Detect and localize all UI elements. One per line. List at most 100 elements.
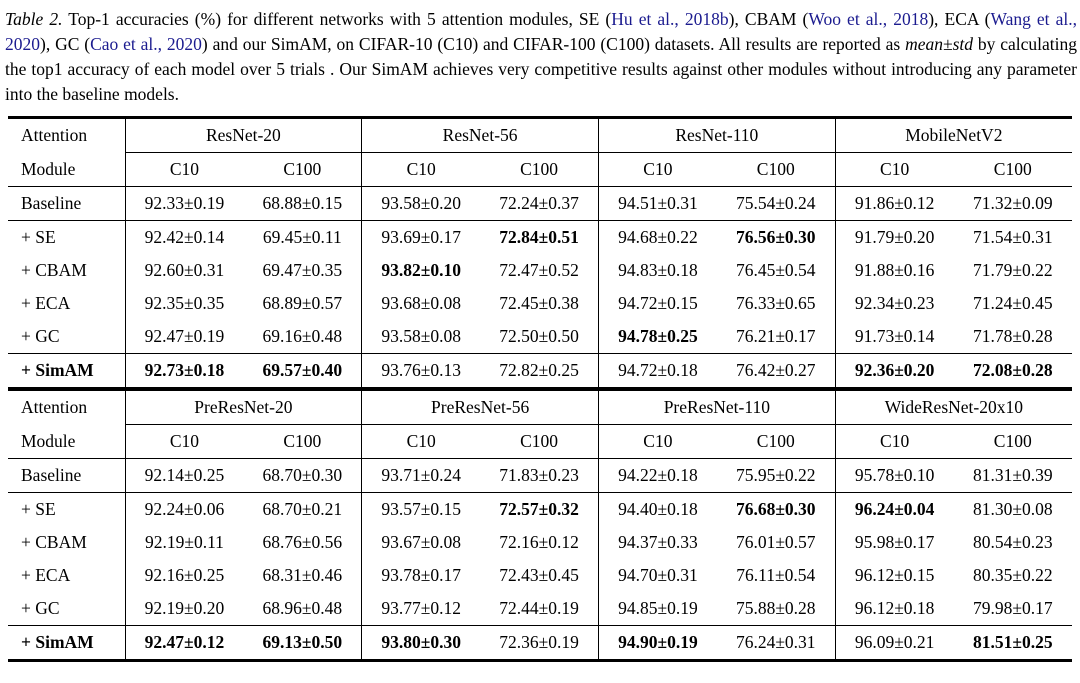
row-label: Baseline	[8, 186, 126, 221]
accuracy-cell: 96.09±0.21	[854, 632, 935, 652]
accuracy-cell: 75.88±0.28	[716, 592, 836, 626]
accuracy-cell: 81.51±0.25	[972, 632, 1053, 652]
row-label: + GC	[8, 592, 126, 626]
network-header-preresnet20: PreResNet-20	[125, 390, 363, 425]
accuracy-cell: 68.31±0.46	[243, 559, 363, 592]
table-row: + SE 92.42±0.14 69.45±0.11 93.69±0.17 72…	[8, 220, 1072, 254]
accuracy-cell: 68.70±0.21	[243, 492, 363, 526]
accuracy-cell: 72.50±0.50	[480, 320, 599, 354]
accuracy-cell: 94.37±0.33	[618, 532, 698, 552]
accuracy-cell: 80.54±0.23	[972, 532, 1053, 552]
accuracy-cell: 76.11±0.54	[716, 559, 836, 592]
table-caption: Table 2. Top-1 accuracies (%) for differ…	[0, 0, 1080, 112]
accuracy-cell: 68.89±0.57	[243, 287, 363, 320]
accuracy-cell: 75.95±0.22	[716, 458, 836, 493]
citation-link-hu-2018b[interactable]: Hu et al., 2018b	[611, 9, 729, 29]
caption-text: ), GC (	[40, 34, 91, 54]
subheader-c10: C10	[125, 152, 244, 187]
accuracy-cell: 93.80±0.30	[381, 632, 461, 652]
subheader-c100: C100	[243, 424, 363, 459]
subheader-c10: C10	[598, 152, 717, 187]
accuracy-cell: 94.70±0.31	[618, 565, 698, 585]
subheader-c10: C10	[361, 152, 481, 187]
subheader-c100: C100	[953, 152, 1072, 187]
table-row: + GC 92.47±0.19 69.16±0.48 93.58±0.08 72…	[8, 320, 1072, 354]
accuracy-cell: 92.47±0.19	[125, 320, 244, 354]
subheader-c10: C10	[361, 424, 481, 459]
row-label: + ECA	[8, 559, 126, 592]
accuracy-cell: 92.47±0.12	[144, 632, 225, 652]
accuracy-cell: 81.31±0.39	[953, 458, 1072, 493]
accuracy-cell: 71.78±0.28	[953, 320, 1072, 354]
accuracy-cell: 92.36±0.20	[854, 360, 935, 380]
accuracy-cell: 79.98±0.17	[953, 592, 1072, 626]
caption-text: Top-1 accuracies (%) for different netwo…	[62, 9, 612, 29]
accuracy-cell: 72.24±0.37	[480, 186, 599, 221]
accuracy-cell: 93.58±0.08	[361, 320, 481, 354]
accuracy-cell: 96.12±0.15	[854, 565, 935, 585]
subheader-c10: C10	[835, 424, 954, 459]
network-header-preresnet56: PreResNet-56	[361, 390, 599, 425]
table-row: + SimAM 92.73±0.18 69.57±0.40 93.76±0.13…	[8, 353, 1072, 388]
subheader-c100: C100	[716, 424, 836, 459]
accuracy-cell: 68.88±0.15	[243, 186, 363, 221]
network-header-mobilenetv2: MobileNetV2	[835, 117, 1072, 153]
row-label: + GC	[8, 320, 126, 354]
row-label: + CBAM	[8, 526, 126, 559]
row-label: + SimAM	[8, 625, 126, 661]
accuracy-cell: 76.01±0.57	[716, 526, 836, 559]
col-header-module: Module	[8, 424, 126, 459]
accuracy-cell: 92.60±0.31	[144, 260, 225, 280]
accuracy-cell: 72.43±0.45	[480, 559, 599, 592]
accuracy-cell: 71.24±0.45	[972, 293, 1053, 313]
row-label: + SE	[8, 492, 126, 526]
results-table-lower: Attention PreResNet-20 PreResNet-56 PreR…	[8, 389, 1072, 662]
table-row: + ECA 92.16±0.25 68.31±0.46 93.78±0.17 7…	[8, 559, 1072, 592]
caption-text: ), CBAM (	[728, 9, 809, 29]
accuracy-cell: 72.82±0.25	[480, 353, 599, 388]
accuracy-cell: 76.24±0.31	[716, 625, 836, 661]
table-row: + SE 92.24±0.06 68.70±0.21 93.57±0.15 72…	[8, 492, 1072, 526]
accuracy-cell: 76.68±0.30	[716, 492, 836, 526]
accuracy-cell: 93.78±0.17	[381, 565, 461, 585]
network-header-preresnet110: PreResNet-110	[598, 390, 836, 425]
accuracy-cell: 94.40±0.18	[618, 499, 698, 519]
accuracy-cell: 93.71±0.24	[361, 458, 481, 493]
accuracy-cell: 93.67±0.08	[381, 532, 461, 552]
accuracy-cell: 93.82±0.10	[381, 260, 461, 280]
citation-link-wang-2020[interactable]: Wang et al., 2020	[5, 9, 1078, 54]
accuracy-cell: 76.42±0.27	[716, 353, 836, 388]
subheader-c10: C10	[125, 424, 244, 459]
row-label: Baseline	[8, 458, 126, 493]
citation-link-woo-2018[interactable]: Woo et al., 2018	[808, 9, 929, 29]
accuracy-cell: 94.68±0.22	[618, 227, 698, 247]
citation-link-cao-2020[interactable]: Cao et al., 2020	[90, 34, 202, 54]
accuracy-cell: 92.19±0.11	[144, 532, 224, 552]
accuracy-cell: 92.42±0.14	[144, 227, 225, 247]
accuracy-cell: 68.70±0.30	[243, 458, 363, 493]
accuracy-cell: 92.34±0.23	[854, 293, 935, 313]
accuracy-cell: 69.45±0.11	[243, 220, 363, 254]
accuracy-cell: 93.77±0.12	[361, 592, 481, 626]
accuracy-cell: 76.21±0.17	[716, 320, 836, 354]
accuracy-cell: 69.57±0.40	[243, 353, 363, 388]
accuracy-cell: 72.44±0.19	[480, 592, 599, 626]
network-header-resnet110: ResNet-110	[598, 117, 836, 153]
accuracy-cell: 94.72±0.18	[618, 360, 698, 380]
network-header-resnet20: ResNet-20	[125, 117, 363, 153]
accuracy-cell: 71.32±0.09	[953, 186, 1072, 221]
accuracy-cell: 68.76±0.56	[243, 526, 363, 559]
accuracy-cell: 92.73±0.18	[144, 360, 225, 380]
accuracy-cell: 92.35±0.35	[144, 293, 225, 313]
table-row: + CBAM 92.19±0.11 68.76±0.56 93.67±0.08 …	[8, 526, 1072, 559]
accuracy-cell: 93.69±0.17	[381, 227, 461, 247]
table-row: + GC 92.19±0.20 68.96±0.48 93.77±0.12 72…	[8, 592, 1072, 626]
row-label: + SimAM	[8, 353, 126, 388]
accuracy-cell: 72.84±0.51	[480, 220, 599, 254]
accuracy-cell: 68.96±0.48	[243, 592, 363, 626]
accuracy-cell: 95.78±0.10	[835, 458, 954, 493]
accuracy-cell: 72.16±0.12	[480, 526, 599, 559]
accuracy-cell: 93.58±0.20	[361, 186, 481, 221]
accuracy-cell: 76.56±0.30	[716, 220, 836, 254]
accuracy-cell: 76.33±0.65	[716, 287, 836, 320]
